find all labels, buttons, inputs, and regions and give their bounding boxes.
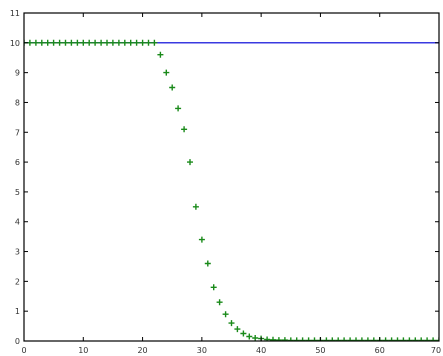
data-point-marker <box>38 39 45 46</box>
axes-layer: 0 10 20 30 40 50 60 70 0 1 2 3 4 5 6 7 8 9 10 11 <box>10 9 441 355</box>
data-point-marker <box>181 126 188 133</box>
x-tick-label: 70 <box>431 346 441 355</box>
data-point-marker <box>192 203 199 210</box>
data-point-marker <box>157 51 164 58</box>
data-point-marker <box>246 333 253 340</box>
data-point-marker <box>62 39 69 46</box>
x-tick-label: 0 <box>21 346 26 355</box>
y-tick-label: 0 <box>15 337 20 346</box>
y-tick-label: 11 <box>10 9 20 18</box>
data-point-marker <box>50 39 57 46</box>
data-point-marker <box>104 39 110 46</box>
x-tick-label: 20 <box>137 346 147 355</box>
x-tick-label: 10 <box>78 346 88 355</box>
data-point-marker <box>133 39 140 46</box>
y-tick-label: 4 <box>15 218 20 227</box>
data-point-marker <box>210 284 217 291</box>
data-point-marker <box>56 39 63 46</box>
data-point-marker <box>204 260 211 267</box>
y-tick-label: 7 <box>15 128 20 137</box>
axes-frame <box>23 12 440 342</box>
y-tick-label: 3 <box>15 248 20 257</box>
data-point-marker <box>234 326 241 333</box>
y-tick-label: 5 <box>15 188 20 197</box>
data-point-marker <box>127 39 134 46</box>
data-point-marker <box>281 337 288 341</box>
data-point-marker <box>163 69 170 76</box>
data-point-marker <box>121 39 128 46</box>
x-tick-label: 50 <box>315 346 325 355</box>
data-point-marker <box>216 299 223 306</box>
data-point-marker <box>270 336 276 341</box>
data-point-marker <box>264 336 271 341</box>
data-point-marker <box>98 39 105 46</box>
x-tick-label: 30 <box>197 346 207 355</box>
data-point-marker <box>109 39 116 46</box>
x-tick-label: 40 <box>256 346 266 355</box>
data-point-marker <box>32 39 39 46</box>
y-tick-label: 10 <box>10 39 20 48</box>
data-point-marker <box>275 337 282 341</box>
data-point-marker <box>92 39 99 46</box>
data-point-marker <box>187 159 193 166</box>
data-point-marker <box>115 39 122 46</box>
y-tick-label: 8 <box>15 98 20 107</box>
data-point-marker <box>169 84 176 91</box>
y-tick-label: 1 <box>15 307 20 316</box>
data-point-marker <box>80 39 87 46</box>
data-point-marker <box>252 335 259 341</box>
data-point-marker <box>139 39 146 46</box>
x-tick-label: 60 <box>375 346 385 355</box>
y-tick-label: 6 <box>15 158 20 167</box>
data-point-marker <box>44 39 51 46</box>
data-point-marker <box>222 311 229 318</box>
y-tick-label: 2 <box>15 277 20 286</box>
data-point-marker <box>198 236 205 243</box>
data-point-marker <box>145 39 152 46</box>
data-point-marker <box>240 330 247 337</box>
data-point-marker <box>151 39 158 46</box>
data-point-marker <box>68 39 75 46</box>
data-point-marker <box>74 39 81 46</box>
data-point-marker <box>228 320 235 327</box>
data-point-marker <box>175 105 182 112</box>
data-point-marker <box>86 39 93 46</box>
y-tick-label: 9 <box>15 69 20 78</box>
